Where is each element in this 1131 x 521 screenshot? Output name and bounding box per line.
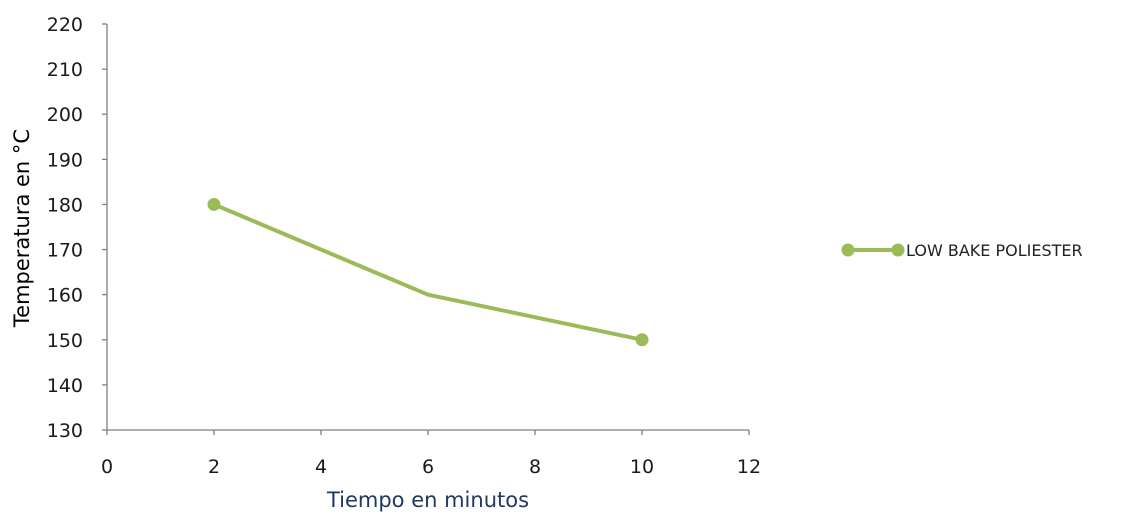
y-tick-label: 150 bbox=[47, 330, 83, 352]
y-tick-label: 180 bbox=[47, 194, 83, 216]
x-tick-label: 6 bbox=[422, 456, 434, 478]
x-tick-label: 10 bbox=[630, 456, 654, 478]
x-tick-label: 4 bbox=[315, 456, 327, 478]
x-tick-label: 0 bbox=[101, 456, 113, 478]
legend: LOW BAKE POLIESTER bbox=[841, 241, 1083, 260]
y-tick-label: 170 bbox=[47, 240, 83, 262]
legend-label: LOW BAKE POLIESTER bbox=[906, 241, 1083, 260]
plot-axes bbox=[102, 23, 750, 435]
y-tick-label: 190 bbox=[47, 149, 83, 171]
x-axis-title: Tiempo en minutos bbox=[326, 488, 529, 512]
y-tick-label: 210 bbox=[47, 59, 83, 81]
series-layer bbox=[207, 197, 649, 347]
series-line bbox=[212, 202, 644, 342]
y-tick-label: 140 bbox=[47, 375, 83, 397]
y-tick-label: 160 bbox=[47, 285, 83, 307]
data-point bbox=[207, 197, 221, 211]
y-tick-label: 200 bbox=[47, 104, 83, 126]
legend-marker-left bbox=[841, 243, 855, 257]
data-point bbox=[635, 333, 649, 347]
x-tick-label: 8 bbox=[529, 456, 541, 478]
x-tick-labels: 0 2 4 6 8 10 12 bbox=[101, 456, 761, 478]
x-tick-label: 2 bbox=[208, 456, 220, 478]
y-axis-title: Temperatura en °C bbox=[10, 129, 34, 328]
y-tick-label: 220 bbox=[47, 14, 83, 36]
y-tick-label: 130 bbox=[47, 420, 83, 442]
y-tick-labels: 130 140 150 160 170 180 190 200 210 220 bbox=[47, 14, 83, 442]
legend-marker-right bbox=[891, 243, 905, 257]
x-tick-label: 12 bbox=[737, 456, 761, 478]
